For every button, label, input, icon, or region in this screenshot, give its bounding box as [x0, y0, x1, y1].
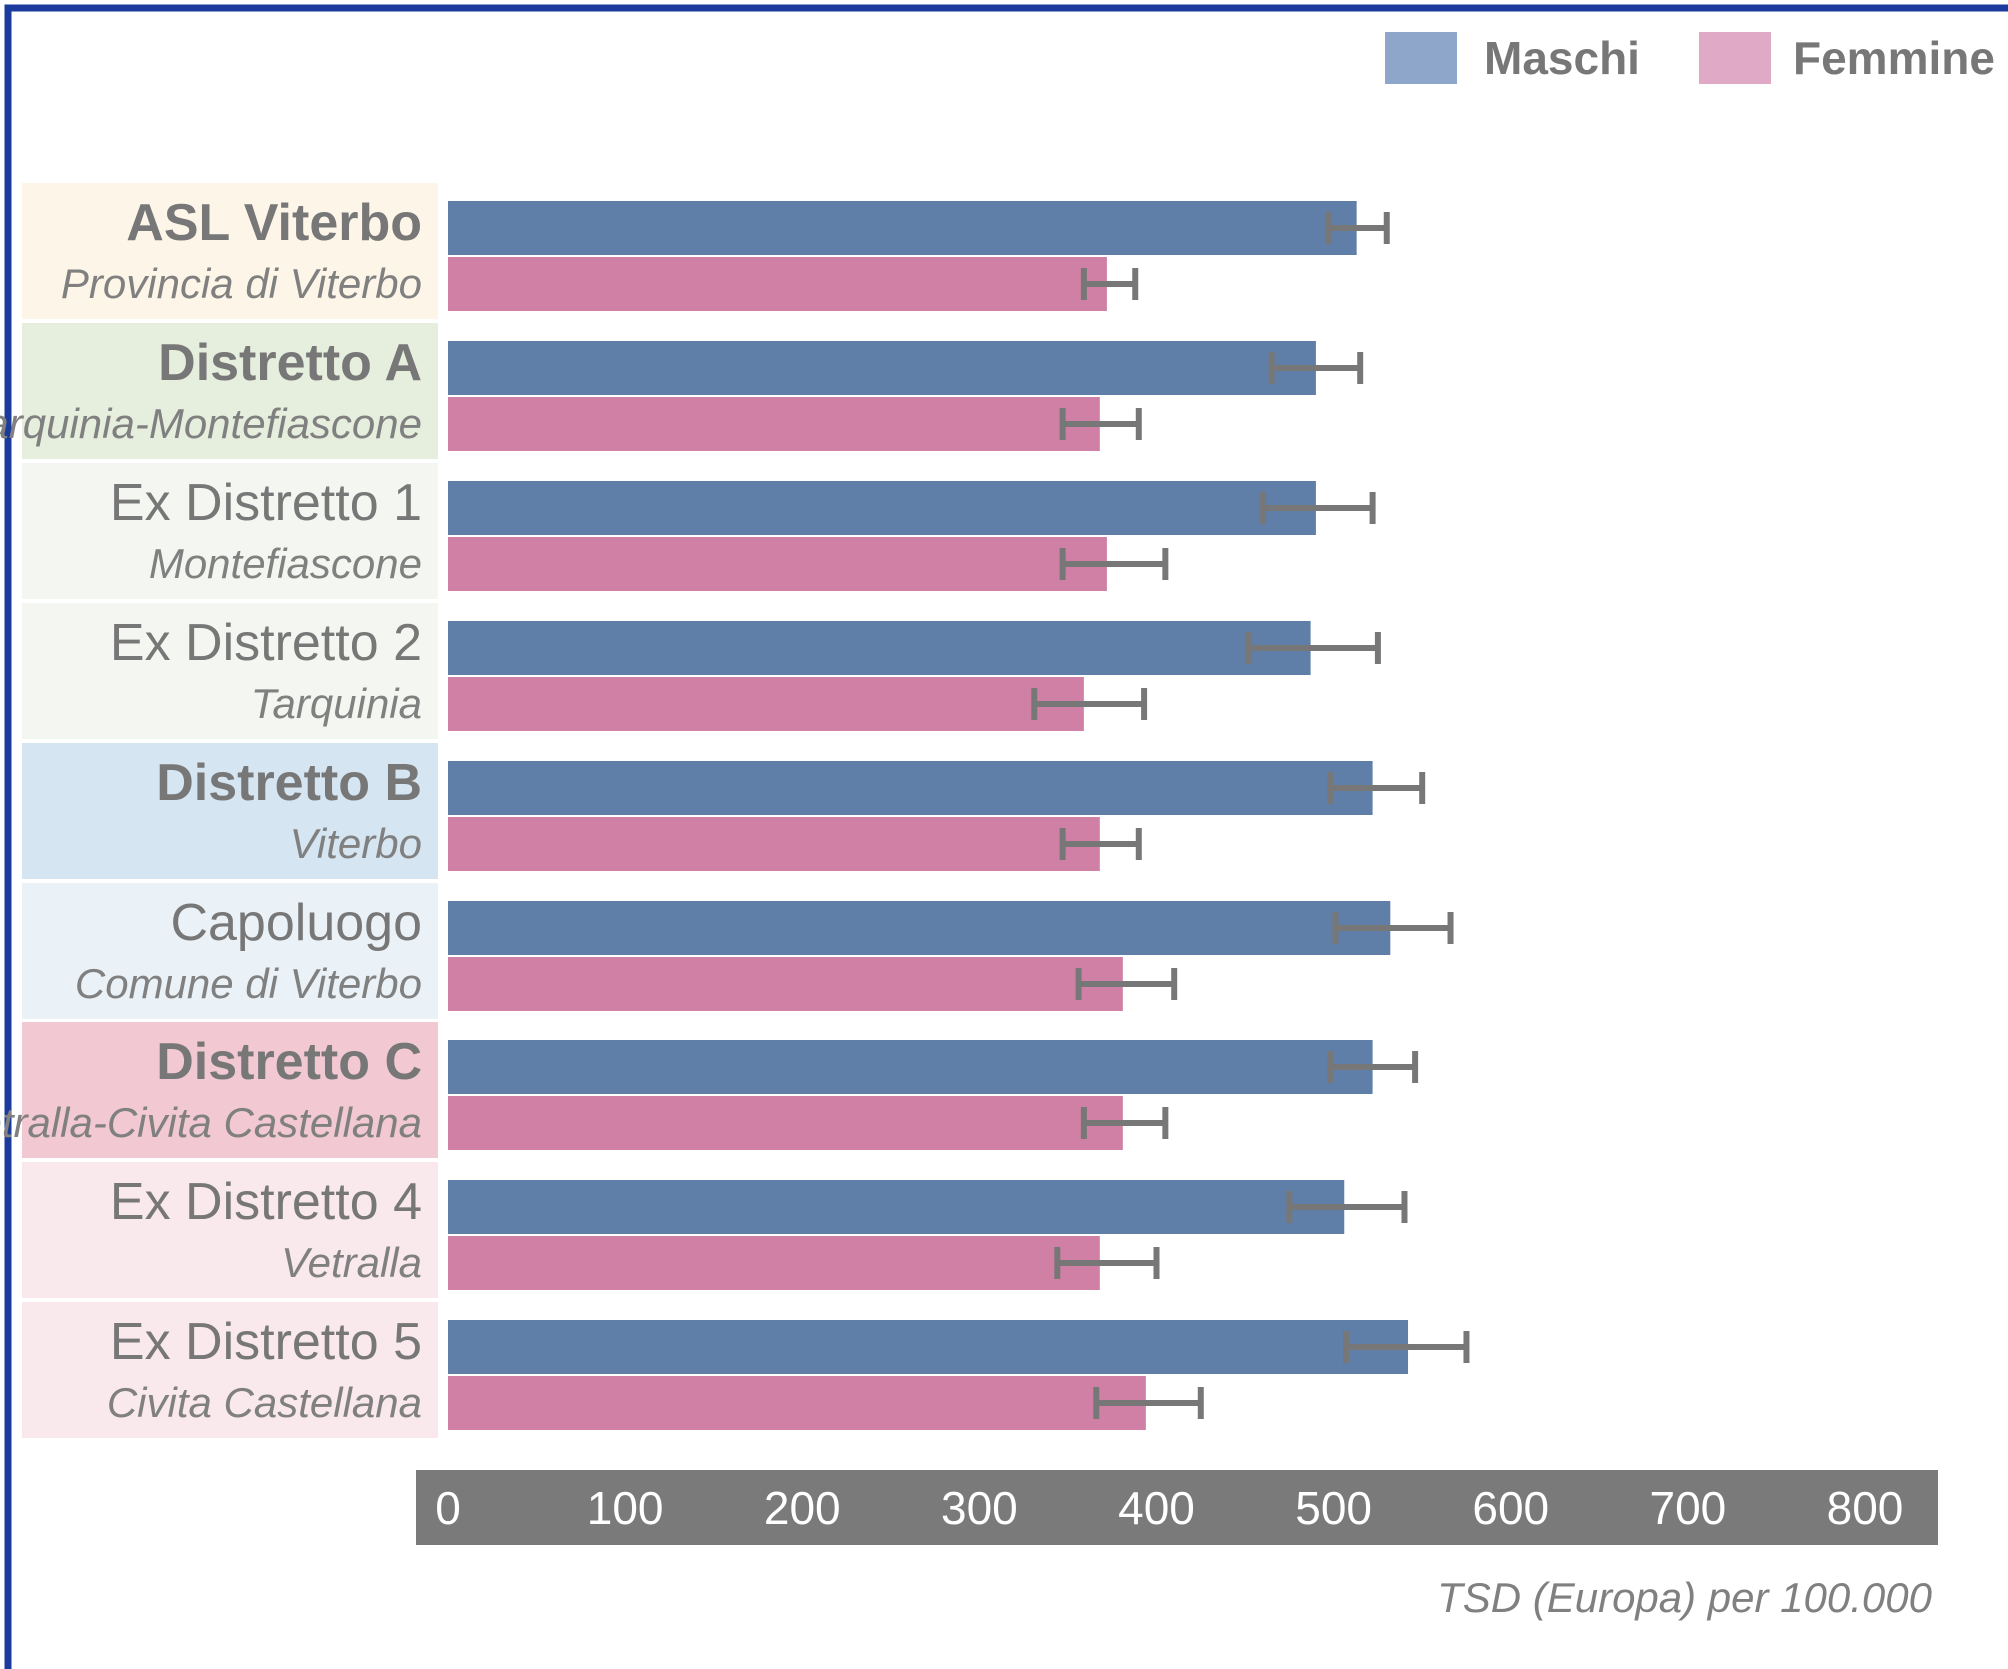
bar-maschi-distretto-c: [448, 1040, 1373, 1094]
errorbar-maschi-ex-distretto-4: [1286, 1191, 1408, 1223]
x-tick-label-800: 800: [1827, 1482, 1904, 1534]
category-sublabel-distretto-c: Vetralla-Civita Castellana: [0, 1099, 422, 1146]
bar-femmine-distretto-b: [448, 817, 1100, 871]
bar-femmine-distretto-c: [448, 1096, 1123, 1150]
x-tick-label-300: 300: [941, 1482, 1018, 1534]
errorbar-maschi-ex-distretto-5: [1343, 1331, 1470, 1363]
category-panel-asl-viterbo: [22, 183, 438, 319]
bar-maschi-ex-distretto-1: [448, 481, 1316, 535]
category-sublabel-distretto-b: Viterbo: [290, 820, 422, 867]
bar-femmine-ex-distretto-1: [448, 537, 1107, 591]
category-label-asl-viterbo: ASL Viterbo: [126, 194, 422, 252]
category-label-distretto-b: Distretto B: [156, 754, 422, 812]
bar-femmine-ex-distretto-2: [448, 677, 1084, 731]
category-labels: ASL Viterbo Provincia di Viterbo Distretto…: [0, 183, 438, 1438]
bar-maschi-capoluogo: [448, 901, 1391, 955]
legend-label-femmine: Femmine: [1793, 32, 1995, 84]
bars: [448, 201, 1409, 1430]
category-panel-capoluogo: [22, 883, 438, 1019]
x-tick-label-200: 200: [764, 1482, 841, 1534]
bar-maschi-ex-distretto-5: [448, 1320, 1409, 1374]
bar-femmine-ex-distretto-5: [448, 1376, 1146, 1430]
x-tick-label-700: 700: [1650, 1482, 1727, 1534]
bar-maschi-ex-distretto-2: [448, 621, 1311, 675]
category-panel-ex-distretto-4: [22, 1162, 438, 1298]
category-sublabel-ex-distretto-1: Montefiascone: [149, 540, 422, 587]
bar-femmine-capoluogo: [448, 957, 1123, 1011]
bar-femmine-distretto-a: [448, 397, 1100, 451]
x-tick-label-600: 600: [1472, 1482, 1549, 1534]
bar-femmine-asl-viterbo: [448, 257, 1107, 311]
x-axis-ticks: 0 100 200 300 400 500 600 700 800: [435, 1482, 1903, 1534]
error-bars: [1031, 212, 1470, 1419]
errorbar-maschi-ex-distretto-2: [1245, 632, 1381, 664]
category-sublabel-capoluogo: Comune di Viterbo: [75, 960, 422, 1007]
bar-maschi-distretto-a: [448, 341, 1316, 395]
errorbar-maschi-distretto-b: [1327, 772, 1426, 804]
category-panel-ex-distretto-1: [22, 463, 438, 599]
errorbar-femmine-ex-distretto-5: [1093, 1387, 1204, 1419]
errorbar-femmine-distretto-b: [1059, 828, 1142, 860]
errorbar-femmine-capoluogo: [1075, 968, 1178, 1000]
legend-swatch-femmine: [1699, 32, 1771, 84]
errorbar-maschi-capoluogo: [1332, 912, 1454, 944]
x-tick-label-100: 100: [587, 1482, 664, 1534]
bar-maschi-asl-viterbo: [448, 201, 1357, 255]
category-panel-distretto-b: [22, 743, 438, 879]
category-label-ex-distretto-4: Ex Distretto 4: [110, 1173, 422, 1231]
errorbar-maschi-ex-distretto-1: [1259, 492, 1376, 524]
bar-femmine-ex-distretto-4: [448, 1236, 1100, 1290]
category-sublabel-ex-distretto-5: Civita Castellana: [107, 1379, 422, 1426]
legend-label-maschi: Maschi: [1484, 32, 1640, 84]
category-sublabel-distretto-a: Tarquinia-Montefiascone: [0, 400, 422, 447]
errorbar-femmine-ex-distretto-2: [1031, 688, 1148, 720]
errorbar-femmine-distretto-a: [1059, 408, 1142, 440]
errorbar-femmine-ex-distretto-1: [1059, 548, 1169, 580]
category-panel-distretto-c: [22, 1022, 438, 1158]
errorbar-femmine-distretto-c: [1080, 1107, 1169, 1139]
category-panel-ex-distretto-2: [22, 603, 438, 739]
bar-maschi-ex-distretto-4: [448, 1180, 1345, 1234]
category-panel-ex-distretto-5: [22, 1302, 438, 1438]
category-label-ex-distretto-2: Ex Distretto 2: [110, 614, 422, 672]
x-axis-label: TSD (Europa) per 100.000: [1437, 1574, 1933, 1621]
legend: Maschi Femmine: [1385, 32, 1995, 84]
category-sublabel-ex-distretto-4: Vetralla: [281, 1239, 422, 1286]
x-tick-label-500: 500: [1295, 1482, 1372, 1534]
category-label-distretto-a: Distretto A: [158, 334, 422, 392]
category-label-distretto-c: Distretto C: [156, 1033, 422, 1091]
x-tick-label-0: 0: [435, 1482, 461, 1534]
bar-maschi-distretto-b: [448, 761, 1373, 815]
x-tick-label-400: 400: [1118, 1482, 1195, 1534]
category-label-capoluogo: Capoluogo: [170, 894, 422, 952]
errorbar-femmine-ex-distretto-4: [1054, 1247, 1160, 1279]
errorbar-maschi-distretto-c: [1327, 1051, 1419, 1083]
x-axis: 0 100 200 300 400 500 600 700 800 TSD (Europa) p…: [416, 1470, 1938, 1621]
x-axis-band: [416, 1470, 1938, 1545]
errorbar-maschi-distretto-a: [1268, 352, 1364, 384]
category-panel-distretto-a: [22, 323, 438, 459]
category-sublabel-ex-distretto-2: Tarquinia: [251, 680, 422, 727]
category-sublabel-asl-viterbo: Provincia di Viterbo: [61, 260, 422, 307]
legend-swatch-maschi: [1385, 32, 1457, 84]
category-label-ex-distretto-5: Ex Distretto 5: [110, 1313, 422, 1371]
category-label-ex-distretto-1: Ex Distretto 1: [110, 474, 422, 532]
errorbar-maschi-asl-viterbo: [1325, 212, 1390, 244]
errorbar-femmine-asl-viterbo: [1080, 268, 1139, 300]
